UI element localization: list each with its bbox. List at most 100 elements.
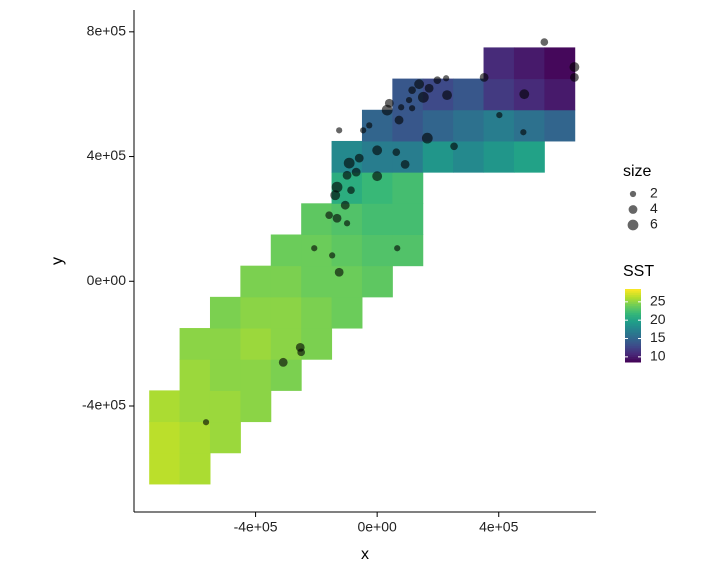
field-cell [453,140,485,173]
point [442,90,452,101]
colorbar-label: 20 [650,311,666,327]
field-cell [331,296,363,329]
point [424,83,434,93]
field-cell [483,78,515,111]
point [329,252,336,259]
colorbar-step [625,292,641,295]
point [332,213,342,223]
field-cell [483,47,515,80]
point [400,159,410,169]
colorbar-step [625,312,641,316]
field-cell [513,47,545,80]
field-cell [544,47,576,80]
colorbar-step [625,296,641,299]
colorbar-step [625,341,641,345]
point [366,122,373,129]
colorbar-step [625,340,641,343]
point [360,127,367,134]
field-cell [270,265,302,298]
point [347,186,355,195]
field-cell [392,172,424,204]
colorbar-step [625,314,641,317]
field-cell [209,421,241,454]
point [414,79,425,90]
point [405,96,413,104]
point [343,157,355,169]
field-cell [301,296,333,329]
colorbar-step [625,334,641,337]
point [342,170,352,180]
colorbar-step [625,325,641,328]
point [408,86,416,94]
field-cell [209,390,241,423]
point [330,190,341,201]
point [384,98,394,108]
colorbar-step [625,354,641,358]
field-cell [331,234,363,267]
field-cell [453,109,485,142]
field-cell [149,421,181,454]
x-axis-label: x [361,546,369,563]
colorbar-step [625,351,641,354]
field-cell [301,328,333,360]
colorbar-step [625,305,641,308]
colorbar-step [625,347,641,350]
point [421,132,433,144]
colorbar-step [625,318,641,321]
point [398,104,405,111]
field-cell [179,421,211,454]
colorbar-step [625,299,641,303]
field-cell [392,203,424,235]
color-legend-title: SST [623,263,654,280]
colorbar-step [625,290,641,294]
field-cell [361,203,393,235]
field-cell [361,234,393,267]
point [417,91,429,103]
colorbar-step [625,298,641,301]
point [278,357,288,367]
colorbar-step [625,360,641,363]
y-axis-label: y [49,257,66,265]
field-cell [209,296,241,329]
colorbar-step [625,310,641,314]
field-cell [270,296,302,329]
field-cell [209,328,241,360]
field-cell [301,265,333,298]
colorbar-step [625,349,641,352]
point [520,129,527,136]
point [372,145,383,156]
field-cell [513,140,545,173]
size-legend-title: size [623,163,652,180]
x-tick-label: 4e+05 [479,519,519,535]
field-cell [301,203,333,235]
field-cell [453,78,485,111]
field-cell [240,328,272,360]
field-cell [179,328,211,360]
colorbar-step [625,289,641,292]
point [354,153,364,163]
point [409,105,416,112]
colorbar-step [625,343,641,347]
colorbar-step [625,321,641,325]
field-cell [149,390,181,423]
point [372,171,383,182]
colorbar-label: 25 [650,293,666,309]
field-cell [392,109,424,142]
field-cell [301,234,333,267]
colorbar-step [625,320,641,323]
field-cell [149,452,181,485]
field-cell [361,265,393,298]
colorbar-step [625,356,641,359]
field-cell [179,452,211,485]
colorbar-step [625,316,641,319]
y-tick-label: 4e+05 [87,147,127,163]
point [334,267,344,277]
colorbar-step [625,329,641,332]
colorbar-step [625,294,641,297]
y-tick-label: -4e+05 [82,397,126,413]
field-cell [270,328,302,360]
colorbar-step [625,307,641,310]
field-cell [179,359,211,391]
point [336,127,343,134]
